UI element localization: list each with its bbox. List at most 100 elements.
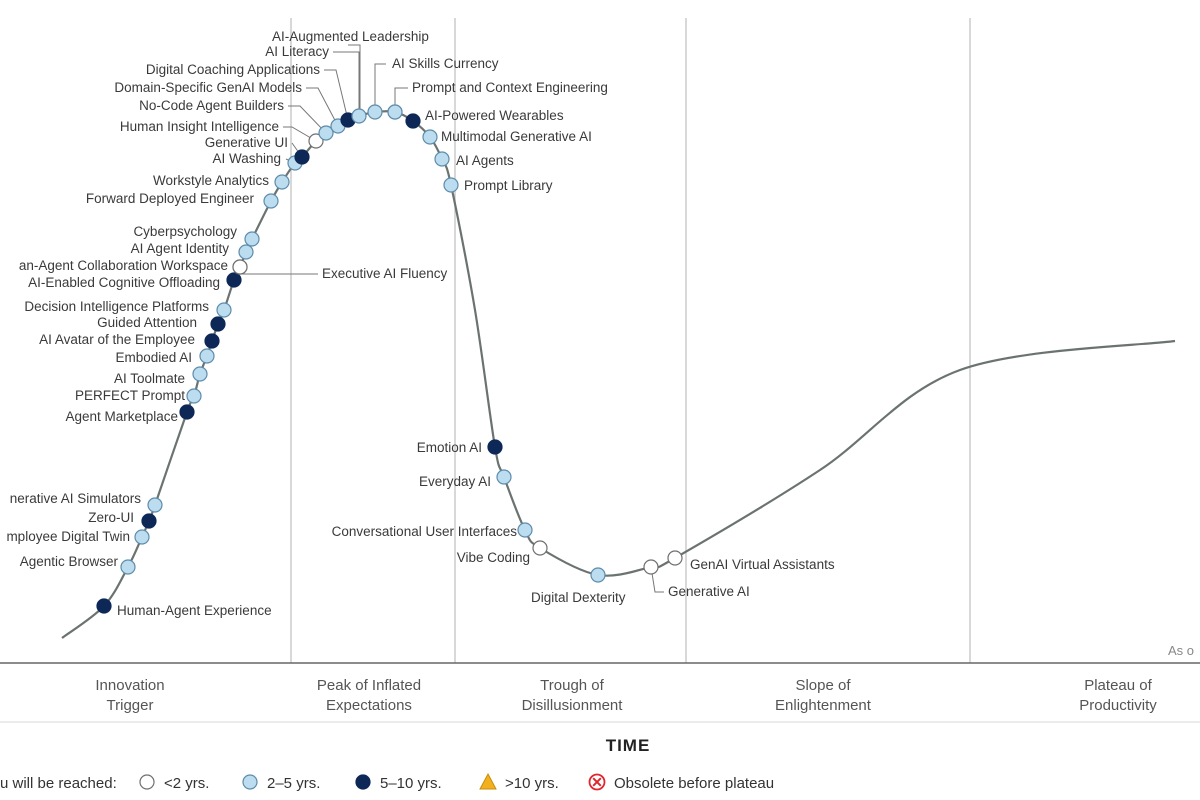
point-label: Zero-UI xyxy=(88,510,134,525)
point-label: AI Agents xyxy=(456,153,514,168)
point-label: AI Avatar of the Employee xyxy=(39,332,195,347)
point-marker xyxy=(387,104,403,120)
phase-label: Peak of Inflated Expectations xyxy=(317,677,421,714)
phase-dividers xyxy=(290,18,971,663)
point-label: Decision Intelligence Platforms xyxy=(24,299,209,314)
point-marker xyxy=(192,366,208,382)
as-of-note: As o xyxy=(1168,643,1194,658)
point-marker xyxy=(204,333,220,349)
point-label: Guided Attention xyxy=(97,315,197,330)
point-label: AI Washing xyxy=(212,151,281,166)
point-marker xyxy=(643,559,659,575)
point-marker xyxy=(120,559,136,575)
leader-line xyxy=(348,44,361,112)
point-marker xyxy=(244,231,260,247)
point-marker xyxy=(318,125,334,141)
point-marker xyxy=(210,316,226,332)
point-label: Generative AI xyxy=(668,584,750,599)
legend-marker xyxy=(139,774,155,790)
point-label: Digital Dexterity xyxy=(531,590,626,605)
point-marker xyxy=(351,108,367,124)
point-marker xyxy=(532,540,548,556)
legend-marker xyxy=(242,774,258,790)
leader-line xyxy=(324,69,349,121)
point-label: PERFECT Prompt xyxy=(75,388,185,403)
point-marker xyxy=(186,388,202,404)
point-label: Workstyle Analytics xyxy=(153,173,269,188)
point-label: GenAI Virtual Assistants xyxy=(690,557,835,572)
point-marker xyxy=(179,404,195,420)
point-label: Prompt Library xyxy=(464,178,553,193)
point-marker xyxy=(226,272,242,288)
label-leaders xyxy=(239,44,664,593)
legend-marker-cross xyxy=(592,777,602,787)
point-label: No-Code Agent Builders xyxy=(139,98,284,113)
point-label: Generative UI xyxy=(205,135,288,150)
point-marker xyxy=(308,133,324,149)
legend-prefix: u will be reached: xyxy=(0,775,117,792)
leader-line xyxy=(288,105,327,134)
point-label: AI Toolmate xyxy=(114,371,185,386)
leader-line xyxy=(333,51,360,116)
point-marker xyxy=(96,598,112,614)
point-marker xyxy=(216,302,232,318)
point-label: mployee Digital Twin xyxy=(6,529,130,544)
legend-label: 5–10 yrs. xyxy=(380,775,442,792)
leader-line xyxy=(374,63,386,112)
point-label: nerative AI Simulators xyxy=(10,491,142,506)
point-label: Conversational User Interfaces xyxy=(332,524,518,539)
phase-label: Trough of Disillusionment xyxy=(522,677,624,714)
point-marker xyxy=(274,174,290,190)
point-label: Multimodal Generative AI xyxy=(441,129,592,144)
point-marker xyxy=(134,529,150,545)
point-marker xyxy=(422,129,438,145)
point-label: AI-Augmented Leadership xyxy=(272,29,429,44)
legend-marker xyxy=(355,774,371,790)
technology-labels: Human-Agent Experience Agentic Browser mpl… xyxy=(6,29,834,618)
point-marker xyxy=(667,550,683,566)
point-label: Digital Coaching Applications xyxy=(146,62,320,77)
point-label: AI-Powered Wearables xyxy=(425,108,564,123)
legend-marker xyxy=(479,772,497,790)
point-marker xyxy=(263,193,279,209)
point-marker xyxy=(487,439,503,455)
point-label: AI Skills Currency xyxy=(392,56,499,71)
technology-points xyxy=(96,104,683,614)
legend: u will be reached: <2 yrs. 2–5 yrs. 5–10 yr… xyxy=(0,772,774,792)
point-label: Vibe Coding xyxy=(457,550,530,565)
point-marker xyxy=(238,244,254,260)
point-marker xyxy=(517,522,533,538)
legend-label: 2–5 yrs. xyxy=(267,775,320,792)
leader-line xyxy=(394,87,408,112)
point-label: Embodied AI xyxy=(115,350,192,365)
point-label: Cyberpsychology xyxy=(133,224,237,239)
point-label: Human Insight Intelligence xyxy=(120,119,279,134)
point-label: Forward Deployed Engineer xyxy=(86,191,255,206)
point-marker xyxy=(147,497,163,513)
point-marker xyxy=(496,469,512,485)
point-label: AI-Enabled Cognitive Offloading xyxy=(28,275,220,290)
phase-label: Plateau of Productivity xyxy=(1079,677,1157,714)
point-marker xyxy=(590,567,606,583)
leader-line xyxy=(306,87,339,127)
phase-label: Innovation Trigger xyxy=(95,677,164,714)
point-marker xyxy=(141,513,157,529)
point-label: Prompt and Context Engineering xyxy=(412,80,608,95)
point-marker xyxy=(232,259,248,275)
point-label: AI Literacy xyxy=(265,44,329,59)
phase-label: Slope of Enlightenment xyxy=(775,677,872,714)
legend-label: <2 yrs. xyxy=(164,775,209,792)
point-marker xyxy=(294,149,310,165)
point-label: AI Agent Identity xyxy=(131,241,230,256)
point-label: an-Agent Collaboration Workspace xyxy=(19,258,228,273)
leader-line xyxy=(283,126,317,142)
point-label: Executive AI Fluency xyxy=(322,266,448,281)
point-marker xyxy=(443,177,459,193)
x-axis-title: TIME xyxy=(606,736,651,755)
leader-line xyxy=(650,566,664,593)
point-marker xyxy=(434,151,450,167)
point-marker xyxy=(367,104,383,120)
point-label: Agent Marketplace xyxy=(65,409,178,424)
phase-labels: Innovation Trigger Peak of Inflated Expecta… xyxy=(95,677,1157,714)
